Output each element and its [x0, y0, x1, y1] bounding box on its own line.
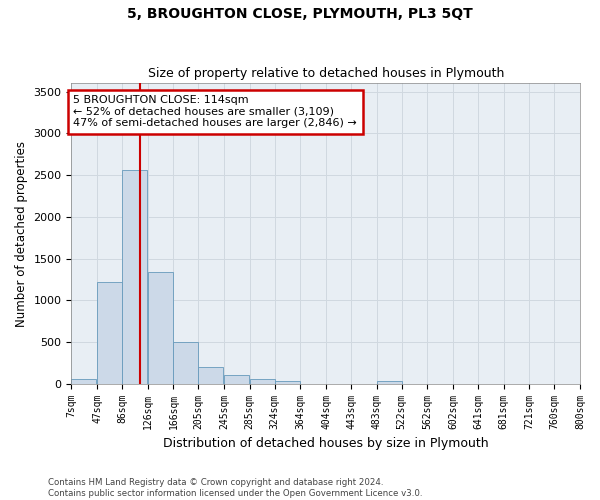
Bar: [199, 368, 223, 384]
X-axis label: Distribution of detached houses by size in Plymouth: Distribution of detached houses by size …: [163, 437, 488, 450]
Text: Contains HM Land Registry data © Crown copyright and database right 2024.
Contai: Contains HM Land Registry data © Crown c…: [48, 478, 422, 498]
Bar: [71, 379, 97, 384]
Bar: [275, 381, 300, 384]
Text: 5 BROUGHTON CLOSE: 114sqm
← 52% of detached houses are smaller (3,109)
47% of se: 5 BROUGHTON CLOSE: 114sqm ← 52% of detac…: [73, 95, 357, 128]
Bar: [97, 282, 122, 384]
Bar: [173, 342, 199, 384]
Title: Size of property relative to detached houses in Plymouth: Size of property relative to detached ho…: [148, 66, 504, 80]
Bar: [377, 381, 402, 384]
Text: 5, BROUGHTON CLOSE, PLYMOUTH, PL3 5QT: 5, BROUGHTON CLOSE, PLYMOUTH, PL3 5QT: [127, 8, 473, 22]
Bar: [122, 170, 147, 384]
Y-axis label: Number of detached properties: Number of detached properties: [15, 140, 28, 326]
Bar: [148, 272, 173, 384]
Bar: [224, 375, 249, 384]
Bar: [250, 379, 275, 384]
